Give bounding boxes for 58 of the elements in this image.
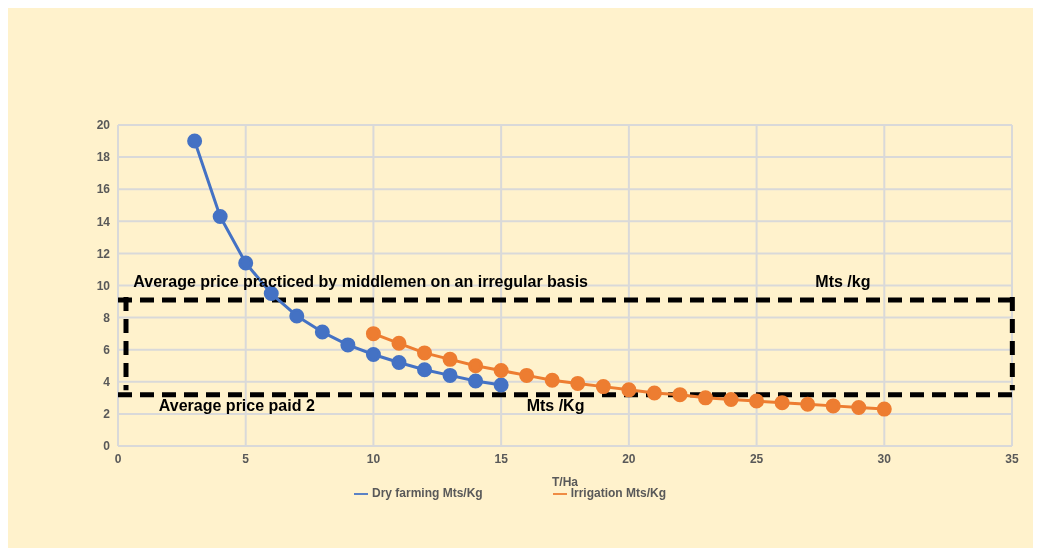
point [570,375,586,391]
point [851,399,867,415]
y-tick-label: 18 [96,150,111,165]
point [749,393,765,409]
x-tick-label: 0 [114,451,122,466]
point [876,401,892,417]
point [774,395,790,411]
point [442,351,458,367]
point [595,379,611,395]
y-tick-label: 14 [96,214,111,229]
point [365,347,381,363]
x-tick-label: 5 [242,451,250,466]
y-tick-label: 6 [103,342,111,357]
y-tick-label: 16 [96,182,111,197]
annotation: Mts /kg [815,273,871,292]
point [800,396,816,412]
point [417,362,433,378]
y-tick-label: 8 [103,310,111,325]
point [340,337,356,353]
point [417,345,433,361]
point [825,398,841,414]
point [697,390,713,406]
annotation: Average price paid 2 [158,397,315,416]
x-axis-title: T/Ha [551,475,579,489]
x-tick-label: 35 [1005,451,1019,466]
point [621,382,637,398]
point [365,326,381,342]
point [723,391,739,407]
point [187,133,203,149]
point [391,335,407,351]
y-tick-label: 4 [103,375,111,390]
point [672,387,688,403]
point [493,377,509,393]
x-tick-label: 25 [749,451,764,466]
x-tick-label: 30 [877,451,892,466]
point [238,255,254,271]
point [391,355,407,371]
point [212,208,228,224]
point [442,367,458,383]
point [468,358,484,374]
x-tick-label: 20 [622,451,636,466]
y-tick-label: 0 [103,439,111,454]
point [493,363,509,379]
legend-label: Irrigation Mts/Kg [570,486,667,500]
annotation: Mts /Kg [526,397,585,416]
point [519,367,535,383]
point [544,372,560,388]
y-tick-label: 10 [96,278,111,293]
point [314,324,330,340]
x-tick-label: 10 [366,451,381,466]
y-tick-label: 12 [96,246,111,261]
point [468,373,484,389]
y-tick-label: 2 [103,407,111,422]
point [289,308,305,324]
y-tick-label: 20 [96,118,111,133]
point [646,385,662,401]
legend-label: Dry farming Mts/Kg [371,486,483,500]
x-tick-label: 15 [494,451,509,466]
